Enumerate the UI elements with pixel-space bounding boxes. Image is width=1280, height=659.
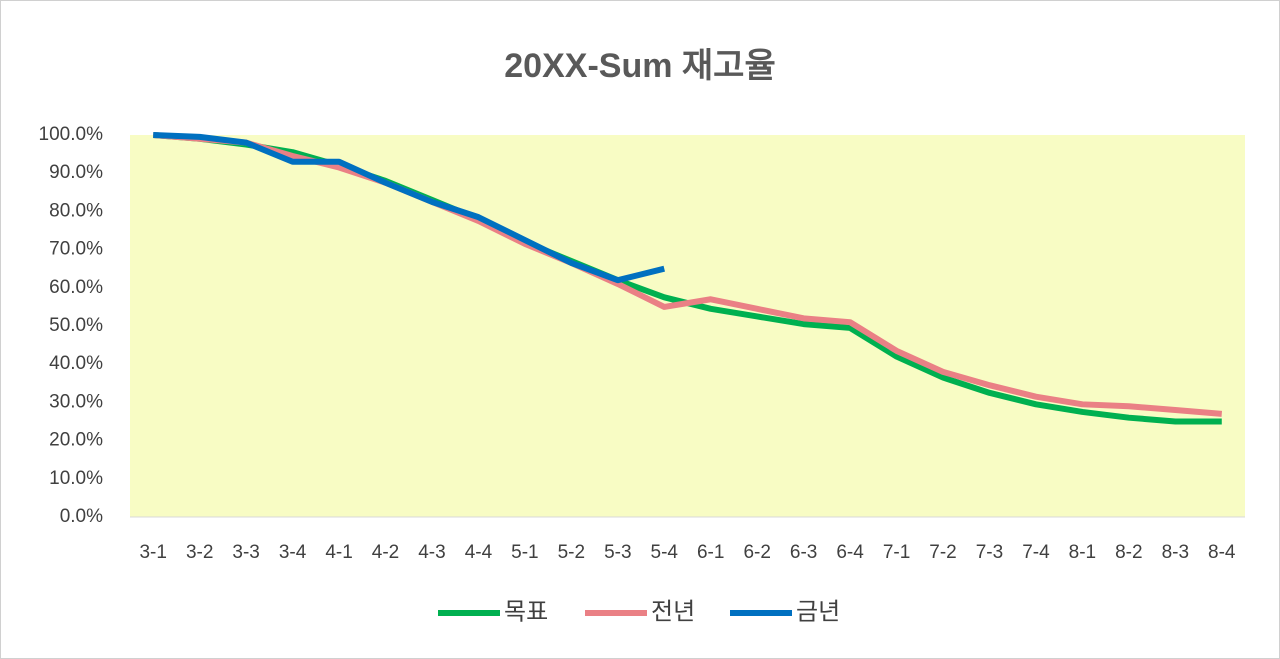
y-tick-label: 0.0% xyxy=(60,506,103,527)
series-line xyxy=(153,132,665,284)
x-tick-label: 7-3 xyxy=(976,542,1003,563)
x-tick-label: 5-4 xyxy=(651,542,679,563)
x-tick-label: 8-3 xyxy=(1162,542,1189,563)
x-tick-label: 6-2 xyxy=(743,542,770,563)
x-tick-label: 7-1 xyxy=(883,542,910,563)
chart-title: 20XX-Sum 재고율 xyxy=(504,47,775,85)
x-tick-label: 7-2 xyxy=(929,542,956,563)
series-line xyxy=(152,132,1223,417)
x-tick-label: 6-3 xyxy=(790,542,817,563)
x-tick-label: 4-2 xyxy=(372,542,399,563)
y-tick-label: 20.0% xyxy=(49,430,103,451)
x-tick-label: 5-2 xyxy=(558,542,585,563)
x-tick-label: 8-1 xyxy=(1069,542,1096,563)
x-tick-label: 6-1 xyxy=(697,542,724,563)
y-tick-label: 10.0% xyxy=(49,468,103,489)
x-tick-label: 5-3 xyxy=(604,542,631,563)
x-tick-label: 3-1 xyxy=(139,542,166,563)
x-tick-label: 5-1 xyxy=(511,542,538,563)
plot-area xyxy=(130,135,1245,517)
legend-label: 금년 xyxy=(796,598,840,625)
y-tick-label: 30.0% xyxy=(49,391,103,412)
y-tick-label: 100.0% xyxy=(39,124,104,145)
x-tick-label: 6-4 xyxy=(836,542,864,563)
x-tick-label: 3-2 xyxy=(186,542,213,563)
x-tick-label: 3-4 xyxy=(279,542,307,563)
x-tick-label: 7-4 xyxy=(1022,542,1050,563)
x-tick-label: 8-2 xyxy=(1115,542,1142,563)
x-tick-label: 4-4 xyxy=(465,542,493,563)
legend-label: 전년 xyxy=(651,598,695,625)
legend-label: 목표 xyxy=(504,598,548,625)
x-tick-label: 4-3 xyxy=(418,542,445,563)
x-tick-label: 8-4 xyxy=(1208,542,1236,563)
y-tick-label: 50.0% xyxy=(49,315,103,336)
x-tick-label: 4-1 xyxy=(325,542,352,563)
y-tick-label: 40.0% xyxy=(49,353,103,374)
x-tick-label: 3-3 xyxy=(232,542,259,563)
y-tick-label: 80.0% xyxy=(49,200,103,221)
y-tick-label: 70.0% xyxy=(49,239,103,260)
y-tick-label: 60.0% xyxy=(49,277,103,298)
y-tick-label: 90.0% xyxy=(49,162,103,183)
